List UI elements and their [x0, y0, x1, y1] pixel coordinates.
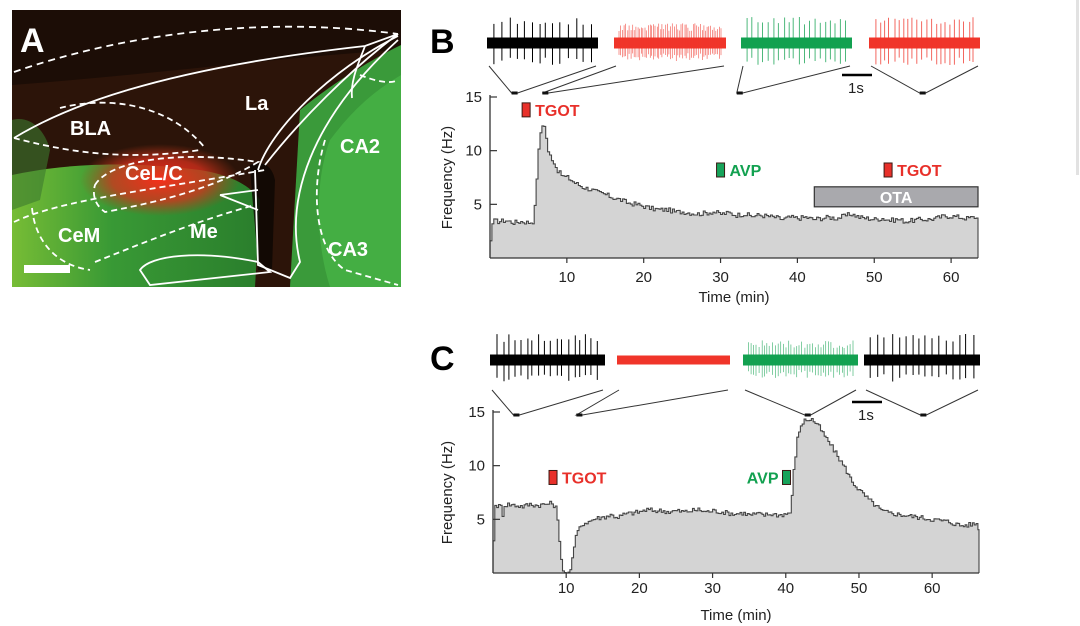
x-tick-label: 20 [631, 580, 648, 597]
trace-baseline [614, 37, 726, 49]
scale-bar [24, 265, 70, 273]
y-axis-label: Frequency (Hz) [439, 441, 456, 544]
x-axis-label: Time (min) [700, 607, 771, 624]
x-tick-label: 30 [712, 269, 729, 286]
trace-connector [744, 389, 857, 416]
drug-label-avp: AVP [730, 163, 762, 180]
drug-application-marker [521, 102, 531, 118]
histology-dark-band [12, 10, 401, 85]
panel-b-traces [487, 17, 980, 95]
trace-connector [736, 65, 851, 94]
region-label-ca2: CA2 [340, 136, 380, 158]
y-tick-label: 10 [468, 458, 485, 475]
sample-marker [542, 91, 549, 95]
frequency-area [490, 125, 978, 259]
trace-baseline [617, 355, 730, 365]
panel-a-histology: La BLA CeL/C CeM Me CA2 CA3 A [12, 10, 401, 287]
trace-baseline [869, 37, 980, 49]
sample-marker [513, 413, 520, 417]
drug-application-marker [883, 162, 893, 178]
region-label-ca3: CA3 [328, 239, 368, 261]
region-label-cel-c: CeL/C [125, 163, 183, 185]
drug-label-avp: AVP [747, 470, 779, 487]
panel-c-chart: 5 10 15 10 20 30 40 50 60 Time (min) Frequency (Hz… [439, 404, 980, 624]
frequency-line [489, 125, 979, 258]
frequency-line [492, 418, 980, 574]
region-label-cem: CeM [58, 225, 100, 247]
y-tick-label: 15 [468, 404, 485, 421]
histology-red-cel [80, 144, 240, 216]
sample-marker [919, 91, 926, 95]
x-axis-label: Time (min) [698, 289, 769, 306]
spike-trace [736, 17, 852, 95]
y-axis-label: Frequency (Hz) [439, 126, 456, 229]
trace-baseline [864, 354, 980, 366]
drug-application-marker [782, 469, 792, 485]
region-label-bla: BLA [70, 118, 111, 140]
region-outlines [13, 25, 399, 286]
panel-c-scale-bar-label: 1s [858, 407, 874, 424]
frequency-area [493, 418, 979, 573]
spike-trace [869, 17, 980, 95]
trace-baseline [487, 37, 598, 49]
spike-trace [490, 334, 605, 417]
trace-connector [865, 389, 979, 416]
trace-connector [870, 65, 979, 94]
y-tick-label: 15 [465, 89, 482, 106]
antagonist-bar [813, 186, 979, 208]
spike-trace [542, 23, 726, 95]
panel-letter-b: B [430, 23, 455, 61]
x-tick-label: 50 [866, 269, 883, 286]
histology-green-ca [318, 75, 401, 287]
histology-green-left [12, 119, 50, 210]
panel-letter-a: A [20, 22, 45, 60]
x-tick-label: 40 [777, 580, 794, 597]
x-tick-label: 50 [851, 580, 868, 597]
x-tick-label: 40 [789, 269, 806, 286]
y-tick-label: 10 [465, 143, 482, 160]
spike-trace [864, 334, 980, 417]
region-label-la: La [245, 93, 269, 115]
panel-c-traces [490, 334, 980, 417]
sample-marker [804, 413, 811, 417]
y-tick-label: 5 [477, 511, 485, 528]
drug-application-marker [716, 162, 726, 178]
drug-label-tgot: TGOT [562, 470, 607, 487]
panel-letter-c: C [430, 340, 455, 378]
drug-application-marker [548, 469, 558, 485]
x-tick-label: 10 [559, 269, 576, 286]
trace-baseline [490, 354, 605, 366]
page-edge-divider [1076, 0, 1079, 175]
trace-baseline [741, 37, 852, 49]
panel-b-scale-bar-label: 1s [848, 80, 864, 97]
drug-label-tgot: TGOT [897, 163, 942, 180]
trace-connector [542, 65, 725, 94]
sample-marker [736, 91, 743, 95]
x-tick-label: 60 [924, 580, 941, 597]
spike-trace [743, 340, 858, 417]
panel-b-chart: 5 10 15 10 20 30 40 50 60 Time (min) Frequency (Hz… [439, 89, 979, 306]
panel-b: B 5 10 15 10 20 30 40 50 60 Time (min) Frequency (… [430, 17, 980, 306]
spike-trace [487, 17, 598, 95]
antagonist-label: OTA [880, 190, 913, 207]
x-tick-label: 10 [558, 580, 575, 597]
sample-marker [576, 413, 583, 417]
x-tick-label: 20 [635, 269, 652, 286]
region-label-me: Me [190, 221, 218, 243]
sample-marker [511, 91, 518, 95]
trace-baseline [743, 354, 858, 366]
sample-marker [920, 413, 927, 417]
y-tick-label: 5 [474, 196, 482, 213]
drug-label-tgot: TGOT [535, 103, 580, 120]
spike-trace [574, 355, 730, 417]
trace-connector [491, 389, 604, 416]
trace-connector [574, 389, 729, 416]
x-tick-label: 60 [943, 269, 960, 286]
x-tick-label: 30 [704, 580, 721, 597]
panel-c: C 5 10 15 10 20 30 40 50 60 Time (min) Frequency (… [430, 334, 980, 624]
